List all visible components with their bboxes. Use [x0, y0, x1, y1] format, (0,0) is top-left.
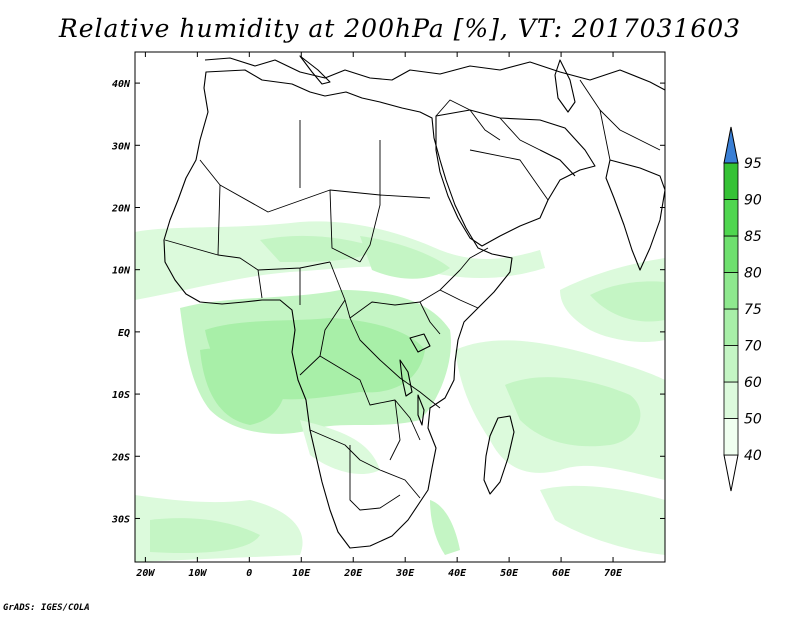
x-tick-label: 50E: [500, 568, 519, 579]
colorbar: 40 50 60 70 75 80 85 90 95: [723, 126, 762, 492]
arabia-coastline: [435, 109, 596, 247]
grads-credit: GrADS: IGES/COLA: [3, 603, 90, 613]
humidity-region-mozambique: [430, 500, 460, 555]
humidity-region-southern: [300, 420, 380, 475]
x-tick-label: 40E: [448, 568, 467, 579]
y-tick-label: 20N: [111, 203, 131, 214]
colorbar-label: 80: [744, 266, 762, 282]
colorbar-segment: [723, 381, 739, 419]
y-axis: 40N 30N 20N 10N EQ 10S 20S 30S: [111, 79, 665, 525]
colorbar-under-triangle: [723, 454, 739, 492]
coastlines: [163, 55, 665, 549]
x-tick-label: 10W: [188, 568, 207, 579]
colorbar-segment: [723, 308, 739, 346]
humidity-region-indian-core: [505, 377, 641, 447]
humidity-region-south-atlantic-core: [150, 518, 260, 554]
y-tick-label: 20S: [111, 452, 130, 463]
colorbar-label: 90: [744, 193, 762, 209]
persian-gulf-coastline: [539, 149, 576, 177]
country-borders: [164, 120, 489, 511]
lake-tanganyika: [399, 359, 413, 397]
madagascar-coastline: [483, 415, 515, 495]
colorbar-segment: [723, 345, 739, 383]
colorbar-label: 50: [744, 412, 762, 428]
humidity-region-sahel-inner: [260, 235, 380, 262]
europe-coastline: [204, 57, 665, 91]
colorbar-over-triangle: [723, 126, 739, 164]
x-axis: 20W 10W 0 10E 20E 30E 40E 50E 60E 70E: [135, 52, 623, 579]
colorbar-label: 95: [744, 156, 762, 172]
x-tick-label: 30E: [395, 568, 415, 579]
humidity-region-atlantic: [200, 348, 286, 425]
chart-title: Relative humidity at 200hPa [%], VT: 201…: [58, 14, 742, 43]
colorbar-segment: [723, 418, 739, 456]
x-tick-label: 20E: [343, 568, 363, 579]
y-tick-label: 30N: [111, 141, 131, 152]
y-tick-label: 10N: [112, 266, 131, 277]
india-coastline: [605, 159, 665, 271]
humidity-region-arabian-core: [590, 281, 665, 322]
x-tick-label: 70E: [604, 568, 623, 579]
italy-coastline: [299, 55, 331, 85]
humidity-shading: [135, 221, 665, 562]
humidity-region-sahel: [135, 221, 545, 300]
colorbar-segment: [723, 235, 739, 273]
y-tick-label: 40N: [112, 79, 131, 90]
africa-coastline: [163, 69, 513, 549]
colorbar-label: 40: [744, 448, 762, 464]
x-tick-label: 10E: [292, 568, 311, 579]
x-tick-label: 60E: [552, 568, 571, 579]
plot-frame: [134, 51, 666, 563]
colorbar-label: 70: [744, 339, 762, 355]
x-tick-label: 0: [246, 568, 252, 579]
lake-malawi: [417, 394, 425, 426]
colorbar-label: 75: [744, 302, 762, 318]
colorbar-label: 60: [744, 375, 762, 391]
colorbar-segment: [723, 272, 739, 310]
y-tick-label: 10S: [112, 390, 130, 401]
caspian-coastline: [554, 59, 576, 113]
colorbar-label: 85: [744, 229, 762, 245]
colorbar-segment: [723, 162, 739, 200]
colorbar-segment: [723, 199, 739, 237]
humidity-region-ethiopia: [360, 236, 450, 279]
middle-east-borders: [435, 79, 661, 201]
x-tick-label: 20W: [135, 568, 155, 579]
y-tick-label: EQ: [118, 328, 130, 339]
humidity-region-south-indian: [540, 485, 665, 555]
lake-victoria: [409, 333, 431, 353]
y-tick-label: 30S: [111, 514, 130, 525]
